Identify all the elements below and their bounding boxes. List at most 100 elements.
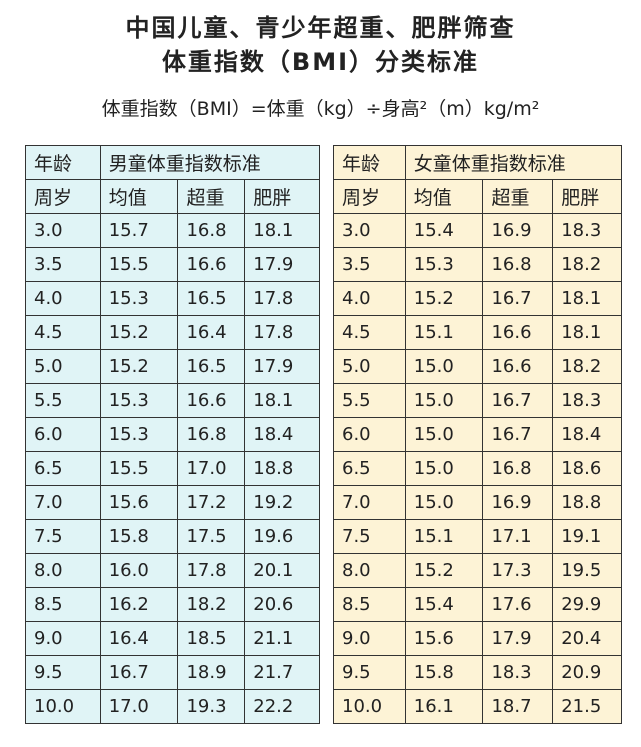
data-row: 4.0 15.2 16.7 18.1 — [333, 281, 622, 316]
cell: 20.1 — [244, 553, 320, 588]
data-row: 10.0 16.1 18.7 21.5 — [333, 689, 622, 724]
cell: 16.6 — [177, 383, 246, 418]
data-row: 3.5 15.5 16.6 17.9 — [25, 247, 320, 282]
cell: 20.9 — [552, 655, 622, 690]
cell: 5.0 — [333, 349, 406, 384]
cell: 15.4 — [404, 213, 484, 248]
cell: 5.5 — [333, 383, 406, 418]
data-row: 5.5 15.0 16.7 18.3 — [333, 383, 622, 418]
cell: 17.0 — [99, 689, 179, 724]
caption-cell: 女童体重指数标准 — [404, 145, 623, 180]
cell: 15.0 — [404, 417, 484, 452]
cell: 4.5 — [333, 315, 406, 350]
cell: 17.6 — [482, 587, 554, 622]
cell: 18.3 — [552, 383, 622, 418]
caption-cell: 男童体重指数标准 — [99, 145, 321, 180]
cell: 18.6 — [552, 451, 622, 486]
cell: 16.4 — [177, 315, 246, 350]
cell: 17.8 — [244, 315, 320, 350]
cell: 17.1 — [482, 519, 554, 554]
column-header: 肥胖 — [244, 179, 320, 214]
data-row: 7.0 15.0 16.9 18.8 — [333, 485, 622, 520]
cell: 29.9 — [552, 587, 622, 622]
cell: 18.1 — [552, 281, 622, 316]
cell: 16.9 — [482, 213, 554, 248]
cell: 18.2 — [552, 247, 622, 282]
cell: 16.6 — [482, 349, 554, 384]
data-row: 6.0 15.3 16.8 18.4 — [25, 417, 320, 452]
column-header: 周岁 — [333, 179, 406, 214]
cell: 17.0 — [177, 451, 246, 486]
cell: 18.2 — [177, 587, 246, 622]
data-row: 8.0 16.0 17.8 20.1 — [25, 553, 320, 588]
data-row: 4.5 15.2 16.4 17.8 — [25, 315, 320, 350]
cell: 16.6 — [482, 315, 554, 350]
data-row: 9.0 16.4 18.5 21.1 — [25, 621, 320, 656]
column-header-row: 周岁 均值 超重 肥胖 — [333, 179, 622, 214]
cell: 4.0 — [333, 281, 406, 316]
data-row: 3.5 15.3 16.8 18.2 — [333, 247, 622, 282]
cell: 18.1 — [552, 315, 622, 350]
cell: 15.2 — [99, 315, 179, 350]
cell: 19.3 — [177, 689, 246, 724]
cell: 6.5 — [25, 451, 101, 486]
cell: 15.8 — [404, 655, 484, 690]
cell: 19.5 — [552, 553, 622, 588]
column-header: 肥胖 — [552, 179, 622, 214]
data-row: 6.0 15.0 16.7 18.4 — [333, 417, 622, 452]
cell: 22.2 — [244, 689, 320, 724]
cell: 16.4 — [99, 621, 179, 656]
caption-cell: 年龄 — [333, 145, 406, 180]
cell: 16.7 — [482, 281, 554, 316]
cell: 9.0 — [25, 621, 101, 656]
cell: 4.5 — [25, 315, 101, 350]
cell: 16.2 — [99, 587, 179, 622]
cell: 16.5 — [177, 281, 246, 316]
column-header-row: 周岁 均值 超重 肥胖 — [25, 179, 320, 214]
data-row: 7.5 15.8 17.5 19.6 — [25, 519, 320, 554]
cell: 20.6 — [244, 587, 320, 622]
cell: 16.7 — [482, 417, 554, 452]
data-row: 8.0 15.2 17.3 19.5 — [333, 553, 622, 588]
cell: 16.0 — [99, 553, 179, 588]
cell: 16.6 — [177, 247, 246, 282]
cell: 7.5 — [25, 519, 101, 554]
data-row: 3.0 15.4 16.9 18.3 — [333, 213, 622, 248]
cell: 3.5 — [333, 247, 406, 282]
cell: 7.0 — [333, 485, 406, 520]
cell: 3.0 — [333, 213, 406, 248]
cell: 8.5 — [333, 587, 406, 622]
cell: 5.0 — [25, 349, 101, 384]
cell: 15.2 — [404, 281, 484, 316]
cell: 17.9 — [244, 349, 320, 384]
data-row: 7.5 15.1 17.1 19.1 — [333, 519, 622, 554]
cell: 3.5 — [25, 247, 101, 282]
cell: 15.1 — [404, 315, 484, 350]
data-row: 3.0 15.7 16.8 18.1 — [25, 213, 320, 248]
data-row: 6.5 15.5 17.0 18.8 — [25, 451, 320, 486]
cell: 18.7 — [482, 689, 554, 724]
girls-table: 年龄 女童体重指数标准 周岁 均值 超重 肥胖 3.0 15.4 16.9 18.3 3.5 15.3… — [333, 145, 623, 724]
data-row: 8.5 16.2 18.2 20.6 — [25, 587, 320, 622]
cell: 15.0 — [404, 349, 484, 384]
boys-table: 年龄 男童体重指数标准 周岁 均值 超重 肥胖 3.0 15.7 16.8 18.1 3.5 15.5… — [25, 145, 321, 724]
cell: 15.3 — [99, 417, 179, 452]
cell: 21.7 — [244, 655, 320, 690]
cell: 9.5 — [333, 655, 406, 690]
cell: 8.0 — [333, 553, 406, 588]
data-row: 5.0 15.2 16.5 17.9 — [25, 349, 320, 384]
data-row: 8.5 15.4 17.6 29.9 — [333, 587, 622, 622]
cell: 18.3 — [482, 655, 554, 690]
data-row: 4.0 15.3 16.5 17.8 — [25, 281, 320, 316]
cell: 18.3 — [552, 213, 622, 248]
cell: 19.1 — [552, 519, 622, 554]
cell: 17.9 — [482, 621, 554, 656]
cell: 15.1 — [404, 519, 484, 554]
cell: 15.6 — [99, 485, 179, 520]
cell: 15.0 — [404, 383, 484, 418]
cell: 15.3 — [99, 281, 179, 316]
cell: 7.0 — [25, 485, 101, 520]
cell: 17.8 — [244, 281, 320, 316]
cell: 18.1 — [244, 213, 320, 248]
data-row: 4.5 15.1 16.6 18.1 — [333, 315, 622, 350]
